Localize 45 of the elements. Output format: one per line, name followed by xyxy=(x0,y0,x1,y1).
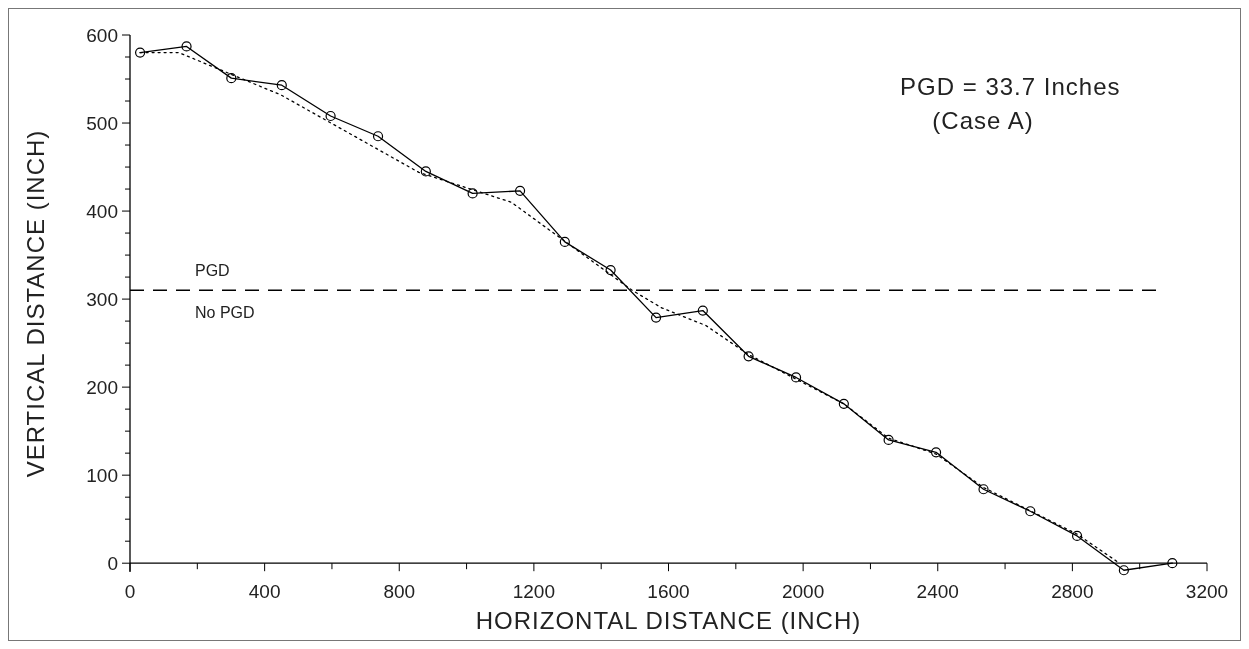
x-tick-label: 2000 xyxy=(781,581,825,602)
point xyxy=(697,305,708,316)
point xyxy=(276,80,287,91)
point xyxy=(1118,565,1129,576)
point xyxy=(743,351,754,362)
point xyxy=(650,312,662,323)
x-tick-label: 3200 xyxy=(1185,581,1229,602)
point xyxy=(135,47,146,58)
y-tick-label: 600 xyxy=(86,25,118,46)
point xyxy=(1167,558,1178,569)
y-tick-label: 100 xyxy=(86,465,118,487)
point xyxy=(420,166,431,177)
y-tick-label: 200 xyxy=(86,377,118,399)
x-tick-label: 1600 xyxy=(647,581,690,602)
x-tick-label: 2800 xyxy=(1051,581,1094,602)
annotation: PGD xyxy=(195,262,230,280)
x-axis-title: HORIZONTAL DISTANCE (INCH) xyxy=(475,607,862,634)
x-tick-label: 2400 xyxy=(916,581,959,602)
x-tick-label: 800 xyxy=(383,581,416,602)
point xyxy=(790,372,802,383)
y-tick-label: 0 xyxy=(107,553,118,575)
x-tick-label: 400 xyxy=(248,581,281,602)
y-tick-label: 300 xyxy=(86,289,118,311)
point xyxy=(181,41,192,52)
point xyxy=(1071,530,1083,542)
y-tick-label: 400 xyxy=(86,201,118,223)
point xyxy=(605,264,616,276)
point xyxy=(930,447,942,458)
point xyxy=(883,434,894,446)
x-tick-label: 1200 xyxy=(512,581,556,602)
point xyxy=(514,185,526,196)
x-tick-label: 0 xyxy=(124,581,136,602)
point xyxy=(978,484,989,495)
y-tick-label: 500 xyxy=(86,113,118,135)
point xyxy=(325,110,336,122)
annotation: (Case A) xyxy=(932,107,1034,134)
point xyxy=(1025,506,1036,517)
annotation: No PGD xyxy=(195,304,255,322)
annotation: PGD = 33.7 Inches xyxy=(900,73,1121,100)
point xyxy=(838,398,849,409)
y-axis-title: VERTICAL DISTANCE (INCH) xyxy=(22,129,49,478)
point xyxy=(559,236,570,247)
point xyxy=(226,73,237,84)
point xyxy=(467,188,478,199)
point xyxy=(372,131,384,142)
